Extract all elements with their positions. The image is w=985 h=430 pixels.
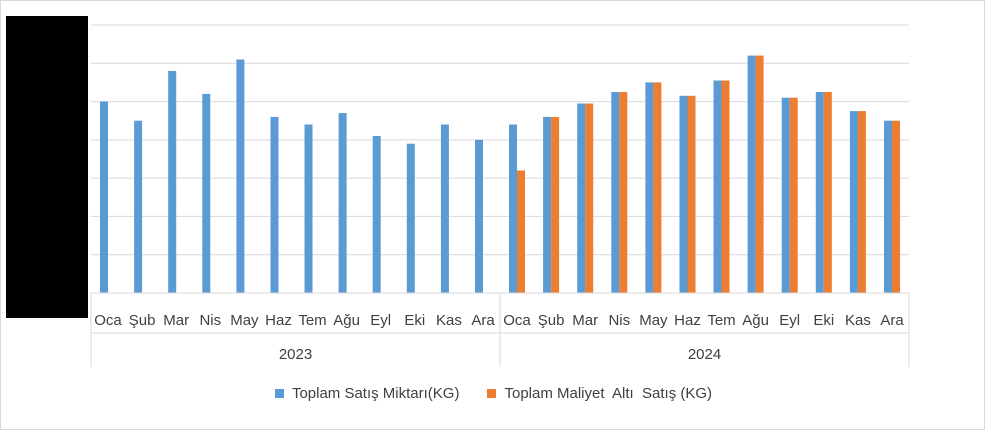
bar-s0-18: [713, 80, 722, 293]
bar-s1-19: [755, 55, 764, 293]
bar-s0-19: [747, 55, 756, 293]
x-tick-label-10: Kas: [436, 312, 462, 329]
bar-s0-10: [440, 124, 449, 293]
x-tick-label-3: Nis: [199, 312, 221, 329]
x-tick-label-4: May: [230, 312, 259, 329]
bar-s0-0: [100, 101, 108, 293]
bars: [100, 55, 900, 294]
bar-s0-7: [338, 113, 347, 293]
bar-s1-12: [517, 170, 525, 293]
x-tick-label-23: Ara: [880, 312, 904, 329]
bar-s0-8: [372, 136, 381, 293]
x-tick-label-14: Mar: [572, 312, 598, 329]
bar-s1-20: [789, 97, 798, 293]
legend-label-0: Toplam Satış Miktarı(KG): [291, 385, 460, 402]
x-tick-label-15: Nis: [608, 312, 630, 329]
x-tick-labels: Oca Şub Mar Nis May Haz Tem Ağu Eyl Eki Kas Ara Oca Ş…: [94, 312, 904, 329]
bar-s0-5: [270, 116, 279, 294]
bar-s0-23: [884, 120, 892, 293]
x-group-label-1: 2024: [688, 346, 721, 363]
x-tick-label-13: Şub: [538, 312, 565, 329]
bar-s0-22: [849, 111, 858, 293]
x-tick-label-12: Oca: [503, 312, 531, 329]
bar-s1-22: [857, 111, 866, 293]
bar-s0-14: [577, 103, 586, 293]
bar-s0-13: [543, 116, 552, 294]
bar-s1-18: [721, 80, 730, 293]
x-tick-label-20: Eyl: [779, 312, 800, 329]
x-tick-label-6: Tem: [298, 312, 326, 329]
x-group-labels: 2023 2024: [279, 346, 721, 363]
bar-s1-16: [653, 82, 662, 294]
x-group-label-0: 2023: [279, 346, 312, 363]
bar-s0-15: [611, 92, 620, 293]
x-tick-label-11: Ara: [471, 312, 495, 329]
bar-s0-2: [168, 70, 177, 294]
bar-s0-20: [781, 97, 790, 293]
bar-s1-21: [823, 92, 832, 293]
bar-s0-12: [509, 124, 517, 293]
x-tick-label-17: Haz: [674, 312, 701, 329]
redaction-block: [6, 16, 88, 318]
bar-chart: Oca Şub Mar Nis May Haz Tem Ağu Eyl Eki Kas Ara Oca Ş…: [90, 24, 910, 367]
x-tick-label-7: Ağu: [333, 312, 360, 329]
legend-item-1: Toplam Maliyet Altı Satış (KG): [487, 385, 712, 402]
bar-s1-23: [892, 120, 900, 293]
legend-swatch-1: [487, 389, 497, 398]
x-tick-label-19: Ağu: [742, 312, 769, 329]
bar-s0-3: [202, 93, 211, 294]
x-tick-label-8: Eyl: [370, 312, 391, 329]
bar-s0-17: [679, 95, 688, 293]
bar-s0-4: [236, 59, 245, 293]
legend-swatch-0: [274, 389, 284, 398]
x-tick-label-21: Eki: [813, 312, 834, 329]
gridlines: [91, 24, 909, 256]
bar-s0-9: [406, 143, 415, 293]
bar-s0-21: [815, 92, 824, 293]
bar-s0-6: [304, 124, 313, 293]
bar-s1-17: [687, 95, 696, 293]
x-axis: [90, 292, 910, 367]
x-tick-label-22: Kas: [845, 312, 871, 329]
legend-label-1: Toplam Maliyet Altı Satış (KG): [504, 385, 713, 402]
x-tick-label-0: Oca: [94, 312, 122, 329]
x-tick-label-5: Haz: [265, 312, 292, 329]
x-tick-label-1: Şub: [129, 312, 156, 329]
bar-s1-13: [551, 116, 560, 294]
bar-s0-16: [645, 82, 654, 294]
x-tick-label-18: Tem: [707, 312, 735, 329]
x-tick-label-16: May: [639, 312, 668, 329]
x-tick-label-2: Mar: [163, 312, 189, 329]
legend: Toplam Satış Miktarı(KG) Toplam Maliyet A…: [1, 385, 985, 402]
x-tick-label-9: Eki: [404, 312, 425, 329]
bar-s0-1: [134, 120, 143, 293]
legend-item-0: Toplam Satış Miktarı(KG): [274, 385, 460, 402]
bar-s1-14: [585, 103, 594, 293]
bar-s0-11: [475, 139, 483, 293]
bar-s1-15: [619, 92, 628, 293]
